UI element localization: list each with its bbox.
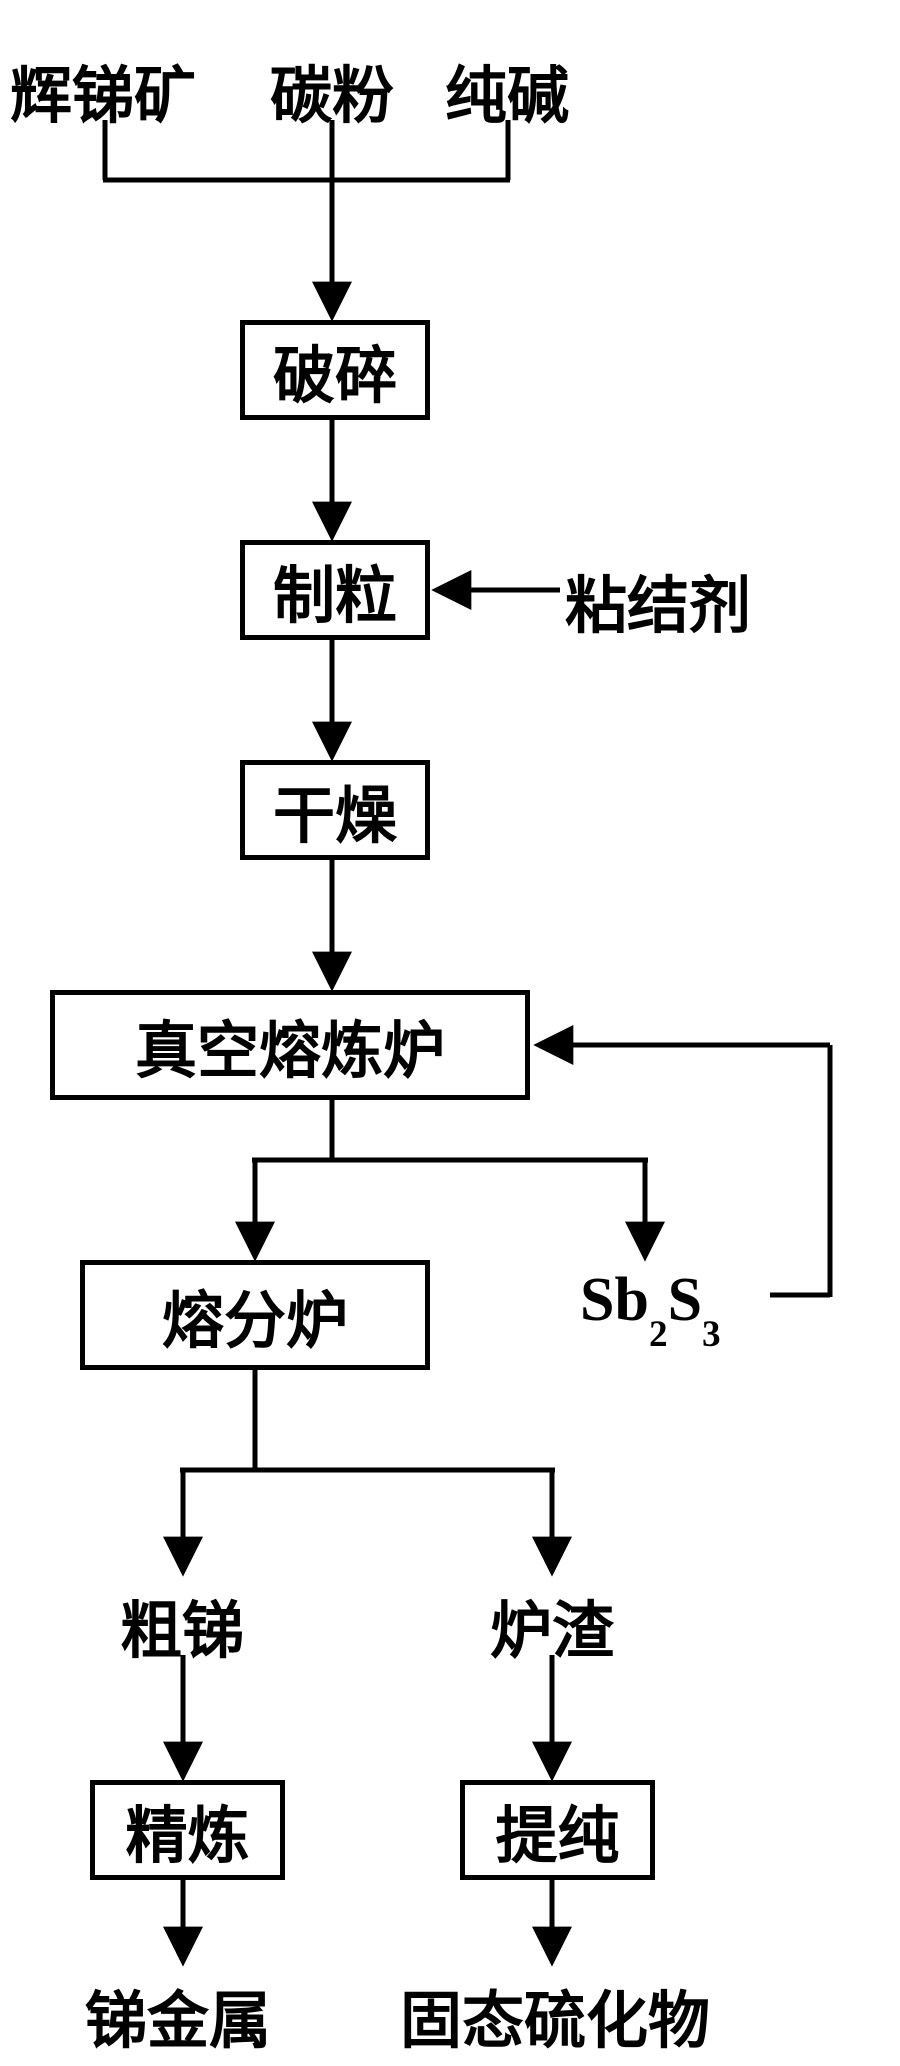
box-melt: 熔分炉 <box>80 1260 430 1370</box>
box-crush-label: 破碎 <box>273 325 397 415</box>
box-pellet: 制粒 <box>240 540 430 640</box>
sb2s3-sb: Sb <box>580 1266 649 1334</box>
input-stibnite: 辉锑矿 <box>10 45 196 135</box>
output-sulfide: 固态硫化物 <box>400 1970 710 2060</box>
input-binder: 粘结剂 <box>565 555 751 645</box>
box-pellet-label: 制粒 <box>273 545 397 635</box>
box-purify: 提纯 <box>460 1780 655 1880</box>
box-refine-label: 精炼 <box>125 1785 249 1875</box>
box-vacuum: 真空熔炼炉 <box>50 990 530 1100</box>
input-soda: 纯碱 <box>445 45 569 135</box>
box-refine: 精炼 <box>90 1780 285 1880</box>
sb2s3-s: S <box>668 1266 702 1334</box>
label-slag: 炉渣 <box>490 1580 614 1670</box>
box-dry-label: 干燥 <box>273 765 397 855</box>
sb2s3-2: 2 <box>649 1314 668 1355</box>
box-dry: 干燥 <box>240 760 430 860</box>
box-vacuum-label: 真空熔炼炉 <box>135 1000 445 1090</box>
output-metal: 锑金属 <box>85 1970 271 2060</box>
label-sb2s3: Sb2S3 <box>580 1265 721 1343</box>
box-melt-label: 熔分炉 <box>162 1270 348 1360</box>
box-purify-label: 提纯 <box>495 1785 619 1875</box>
input-carbon: 碳粉 <box>270 45 394 135</box>
label-crude: 粗锑 <box>120 1580 244 1670</box>
sb2s3-3: 3 <box>702 1314 721 1355</box>
box-crush: 破碎 <box>240 320 430 420</box>
